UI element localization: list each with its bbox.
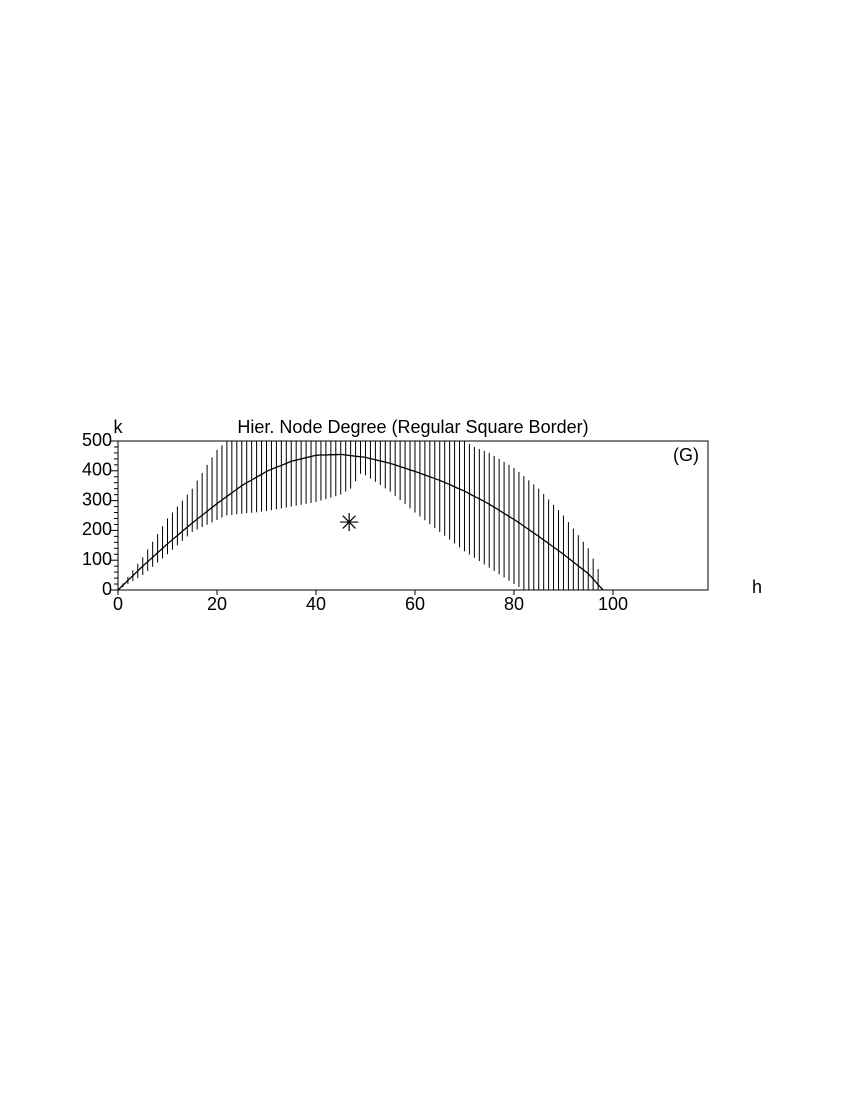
y-axis-label: k — [114, 417, 124, 437]
y-tick-label: 400 — [82, 460, 112, 480]
annotation: (G) — [673, 445, 699, 465]
x-tick-label: 0 — [113, 594, 123, 614]
y-tick-label: 500 — [82, 430, 112, 450]
x-axis-label: h — [752, 577, 762, 597]
chart-title: Hier. Node Degree (Regular Square Border… — [237, 417, 588, 437]
curve — [117, 453, 604, 591]
y-tick-label: 200 — [82, 519, 112, 539]
x-tick-label: 40 — [306, 594, 326, 614]
x-tick-label: 20 — [207, 594, 227, 614]
y-tick-label: 300 — [82, 489, 112, 509]
y-tick-label: 0 — [102, 579, 112, 599]
x-tick-label: 100 — [598, 594, 628, 614]
y-tick-label: 100 — [82, 549, 112, 569]
plot-frame — [117, 440, 709, 591]
x-tick-label: 60 — [405, 594, 425, 614]
point-marker — [340, 513, 359, 532]
x-tick-label: 80 — [504, 594, 524, 614]
